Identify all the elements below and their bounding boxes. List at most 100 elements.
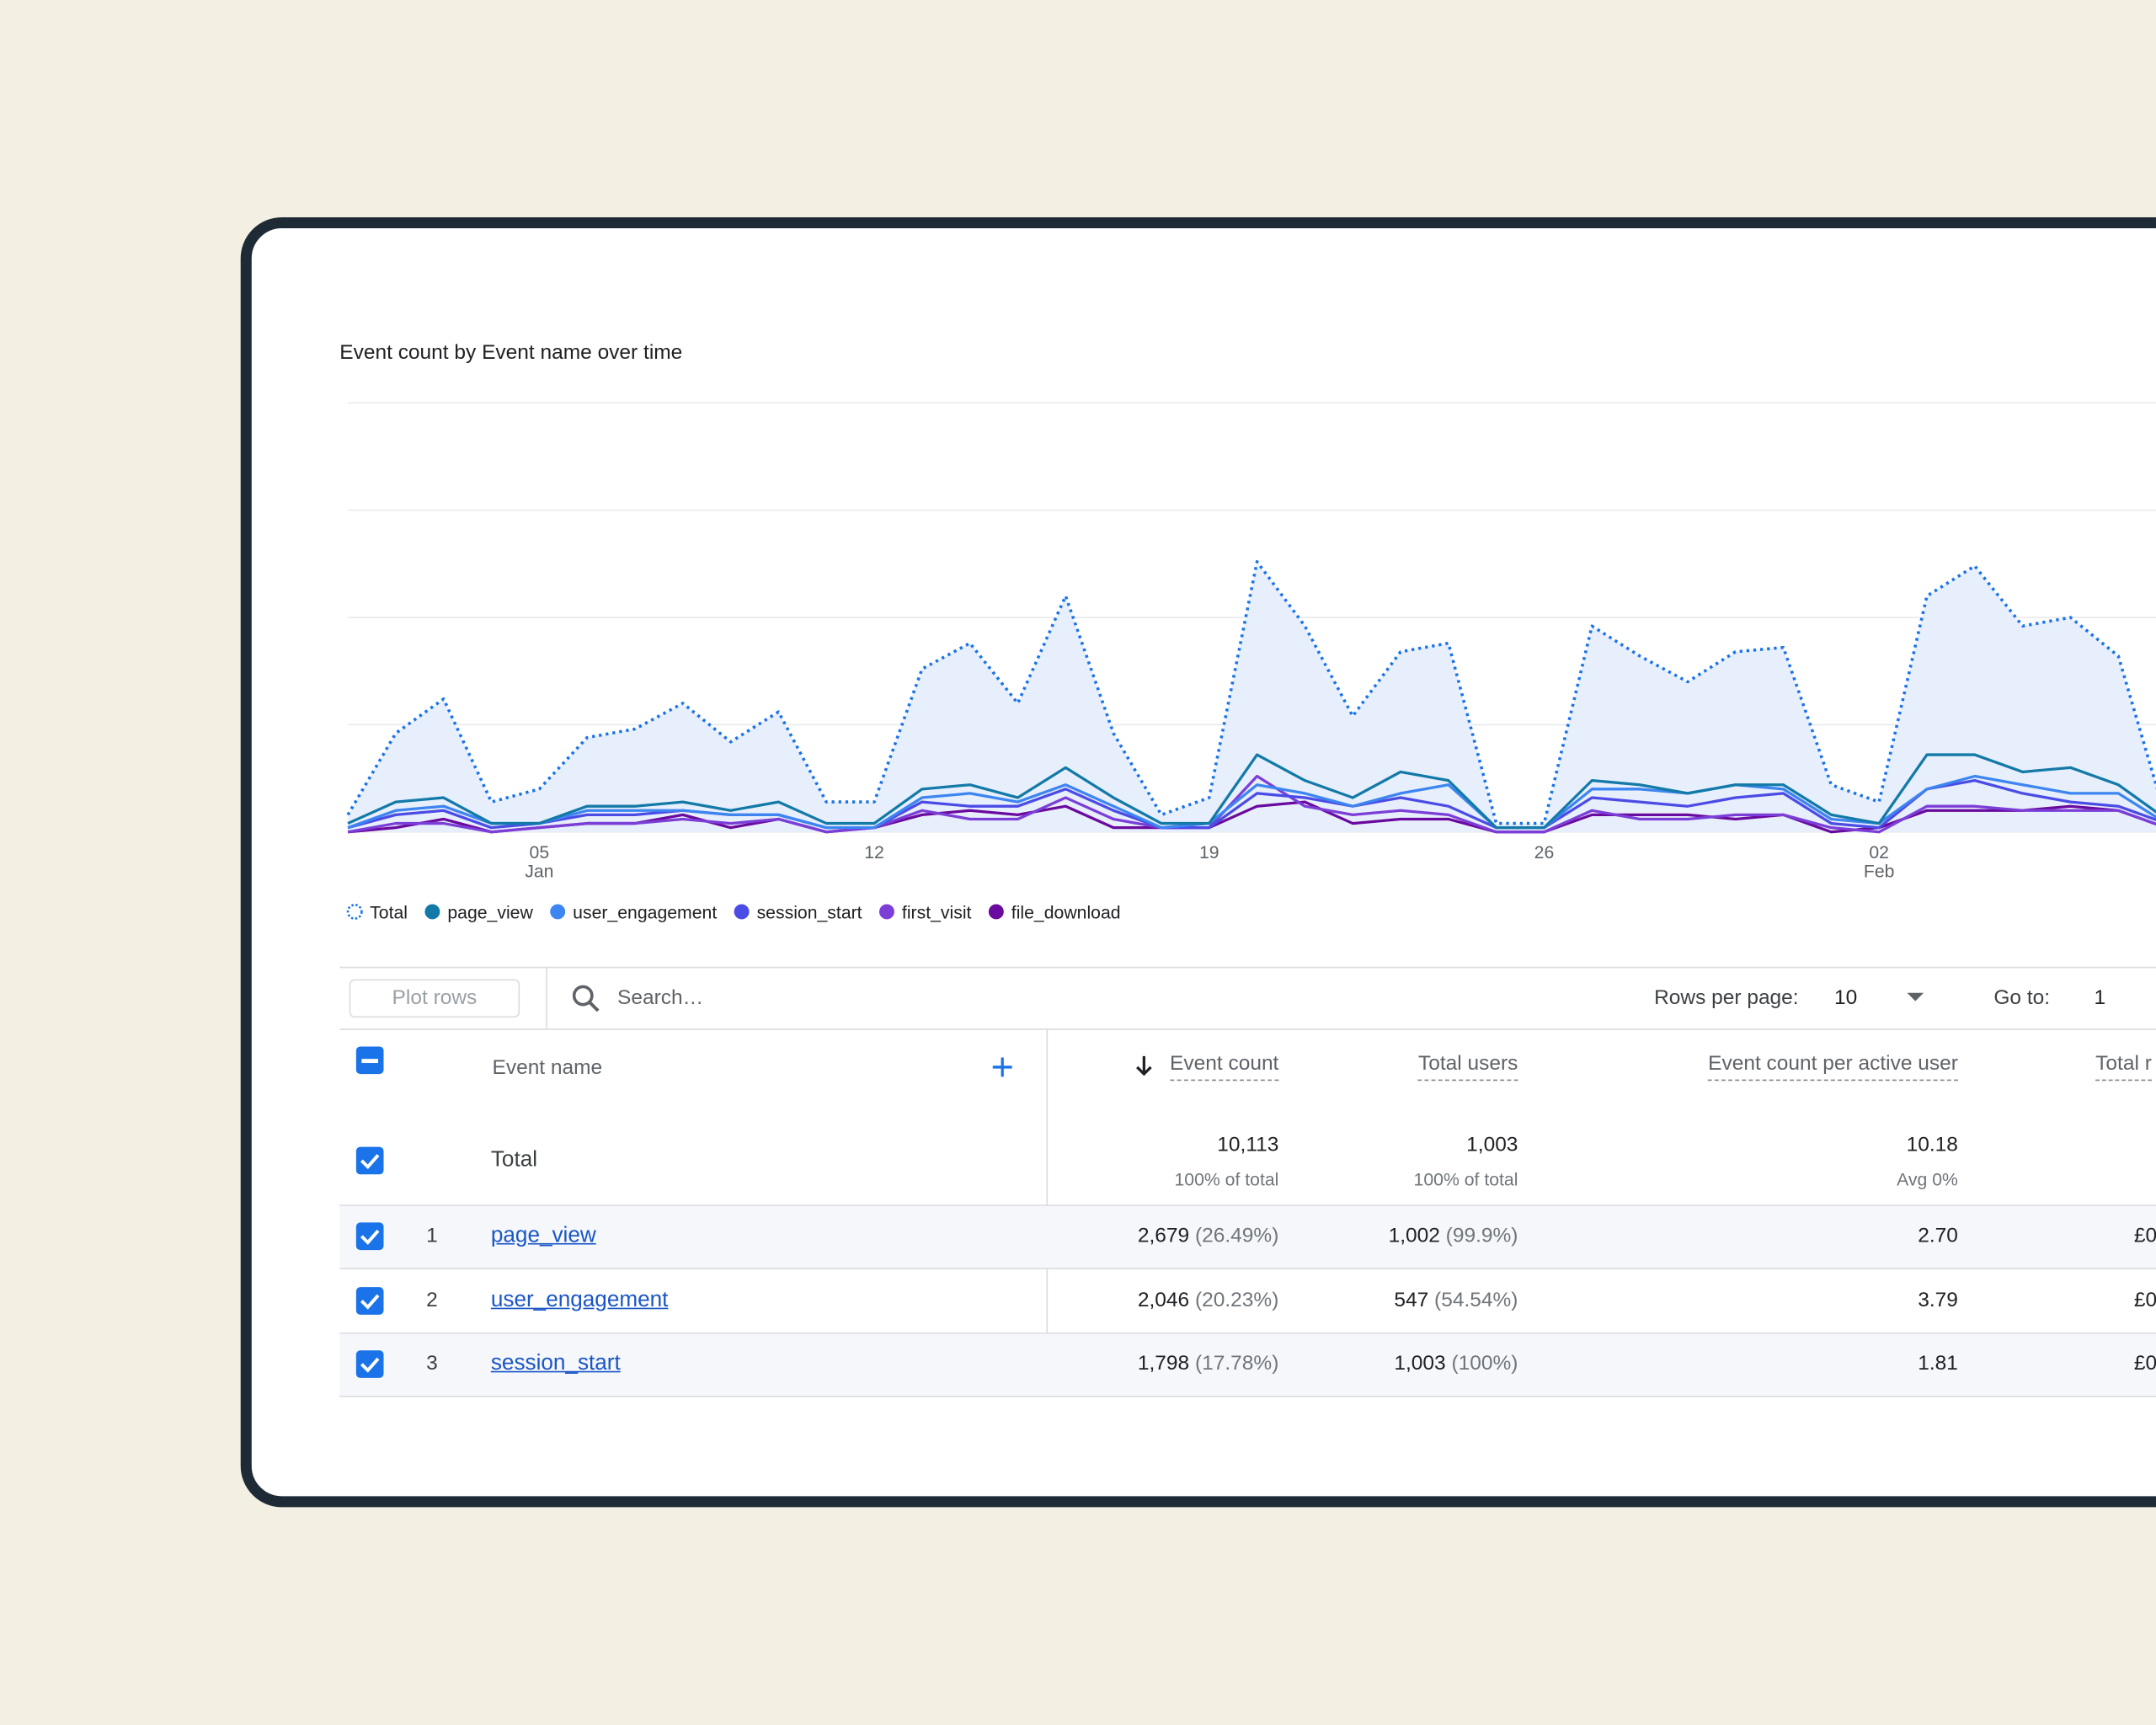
legend-marker xyxy=(346,903,363,920)
total-users-cell: 1,002 (99.9%) xyxy=(1389,1224,1518,1247)
legend-marker xyxy=(988,904,1004,920)
legend-item: Total xyxy=(346,903,408,923)
search-input[interactable]: Search… xyxy=(617,985,704,1010)
per-user-cell: 3.79 xyxy=(1918,1287,1958,1311)
row-border xyxy=(339,1268,2156,1269)
row-border xyxy=(339,1204,2156,1206)
series-line xyxy=(347,778,2156,830)
plot-rows-button[interactable]: Plot rows xyxy=(349,979,520,1018)
column-header[interactable]: Event count per active user xyxy=(1708,1052,1958,1081)
legend-item: session_start xyxy=(734,904,862,923)
row-checkbox[interactable] xyxy=(355,1222,384,1251)
legend-item: file_download xyxy=(988,904,1121,923)
series-line xyxy=(347,774,2156,830)
value: 2,679 xyxy=(1137,1224,1190,1247)
value: 1,002 xyxy=(1388,1224,1440,1247)
dropdown-arrow[interactable] xyxy=(1906,991,1925,1004)
x-tick-label: 26 xyxy=(1534,843,1555,862)
percent: (20.23%) xyxy=(1194,1287,1279,1311)
select-all-checkbox[interactable] xyxy=(355,1046,384,1075)
rows-per-page-label: Rows per page: xyxy=(1654,985,1799,1010)
value: 1,798 xyxy=(1137,1351,1190,1375)
legend-item: first_visit xyxy=(878,904,972,923)
per-user-cell: 1.81 xyxy=(1918,1351,1958,1375)
legend-label: file_download xyxy=(1011,904,1121,923)
series-line xyxy=(347,800,2156,834)
legend-marker xyxy=(878,904,894,920)
column-header[interactable]: Event name xyxy=(492,1055,603,1080)
series-line xyxy=(347,753,2156,830)
go-to-label: Go to: xyxy=(1993,985,2051,1010)
event-name-link[interactable]: user_engagement xyxy=(490,1287,669,1311)
total-users-cell: 547 (54.54%) xyxy=(1394,1288,1518,1311)
row-background xyxy=(339,1333,2156,1397)
revenue-cell: £0 xyxy=(2133,1287,2156,1311)
total-note: 100% of total xyxy=(1174,1168,1279,1190)
event-name-link[interactable]: page_view xyxy=(490,1224,596,1247)
go-to-input[interactable]: 1 xyxy=(2094,985,2106,1010)
toolbar-divider xyxy=(546,966,547,1029)
percent: (100%) xyxy=(1451,1351,1518,1375)
total-cell: 10,113 xyxy=(1217,1133,1279,1157)
value: 2,046 xyxy=(1137,1287,1190,1311)
event-name-link[interactable]: session_start xyxy=(490,1351,621,1375)
column-header[interactable]: Event count xyxy=(1170,1052,1279,1081)
series-line xyxy=(347,774,2156,834)
check xyxy=(360,1229,380,1245)
per-user-cell: 2.70 xyxy=(1918,1224,1958,1247)
check xyxy=(360,1357,380,1373)
value: 547 xyxy=(1394,1287,1429,1311)
row-checkbox[interactable] xyxy=(355,1350,384,1378)
event-count-cell: 2,046 (20.23%) xyxy=(1138,1288,1278,1311)
x-tick-sublabel: Feb xyxy=(1864,862,1895,882)
row-rank: 3 xyxy=(426,1351,438,1375)
total-note: Avg 0% xyxy=(1897,1168,1958,1190)
percent: (26.49%) xyxy=(1194,1224,1279,1247)
add-dimension-button[interactable] xyxy=(991,1056,1013,1078)
chart-title: Event count by Event name over time xyxy=(339,340,683,365)
row-background xyxy=(339,1205,2156,1268)
rows-per-page-select[interactable]: 10 xyxy=(1833,985,1858,1010)
series-line xyxy=(346,560,2156,825)
legend-label: user_engagement xyxy=(573,904,717,923)
toolbar-top-border xyxy=(339,966,2156,969)
revenue-cell: £0 xyxy=(2133,1351,2156,1375)
x-tick-sublabel: Jan xyxy=(525,862,553,882)
legend-marker xyxy=(424,904,440,920)
sort-arrow[interactable] xyxy=(1133,1054,1155,1078)
revenue-cell: £0 xyxy=(2133,1224,2156,1247)
column-header[interactable]: Total users xyxy=(1418,1052,1518,1081)
x-tick-label: 12 xyxy=(864,843,884,862)
legend-item: user_engagement xyxy=(550,904,717,923)
row-rank: 2 xyxy=(426,1287,438,1311)
percent: (54.54%) xyxy=(1434,1287,1518,1311)
event-count-cell: 2,679 (26.49%) xyxy=(1138,1224,1278,1247)
value: 1,003 xyxy=(1394,1351,1446,1375)
row-border xyxy=(339,1332,2156,1333)
row-checkbox[interactable] xyxy=(355,1286,384,1314)
column-header[interactable]: Total r xyxy=(2095,1052,2152,1081)
series-area xyxy=(348,561,2156,832)
legend-label: page_view xyxy=(447,904,533,923)
total-note: 100% of total xyxy=(1413,1168,1518,1190)
x-tick-label: 05 xyxy=(530,843,550,862)
legend-item: page_view xyxy=(424,904,533,923)
legend-label: first_visit xyxy=(902,904,972,923)
x-tick-label: 19 xyxy=(1199,843,1219,862)
search-icon xyxy=(572,985,600,1012)
percent: (17.78%) xyxy=(1194,1351,1279,1375)
legend-marker xyxy=(734,904,750,920)
toolbar-bottom-border xyxy=(339,1028,2156,1030)
total-label: Total xyxy=(490,1148,538,1172)
check xyxy=(360,1293,380,1309)
x-tick-label: 02 xyxy=(1869,843,1889,862)
total-checkbox[interactable] xyxy=(355,1146,384,1175)
percent: (99.9%) xyxy=(1445,1224,1518,1247)
legend-marker xyxy=(550,904,566,920)
legend-label: session_start xyxy=(757,904,862,923)
report-card: Event count by Event name over time 05 Ja… xyxy=(240,216,2156,1508)
total-users-cell: 1,003 (100%) xyxy=(1394,1352,1518,1375)
